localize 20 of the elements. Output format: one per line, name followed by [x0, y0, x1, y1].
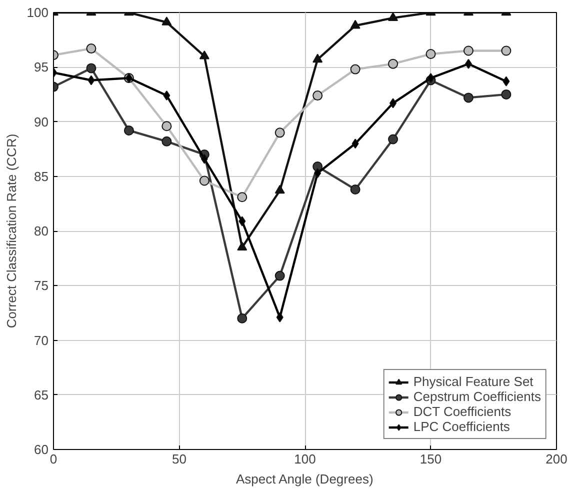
- x-tick-label: 200: [546, 452, 568, 466]
- y-tick-label: 65: [34, 387, 49, 402]
- legend-label: DCT Coefficients: [413, 404, 512, 419]
- y-tick-label: 95: [34, 60, 49, 75]
- x-axis-title: Aspect Angle (Degrees): [236, 472, 374, 486]
- y-tick-label: 85: [34, 168, 49, 184]
- y-tick-label: 75: [34, 278, 49, 294]
- legend-label: Physical Feature Set: [413, 374, 534, 389]
- x-tick-label: 100: [294, 452, 316, 466]
- y-tick-label: 70: [34, 332, 49, 348]
- y-tick-label: 80: [34, 224, 49, 238]
- y-tick-label: 90: [34, 114, 49, 130]
- y-tick-label: 100: [26, 5, 49, 20]
- x-tick-label: 150: [420, 452, 442, 466]
- x-tick-label: 0: [50, 452, 58, 466]
- legend-label: Cepstrum Coefficients: [413, 389, 541, 404]
- legend-label: LPC Coefficients: [413, 419, 510, 434]
- y-tick-label: 60: [34, 442, 49, 457]
- y-axis-title: Correct Classification Rate (CCR): [4, 134, 19, 328]
- x-tick-label: 50: [172, 452, 186, 466]
